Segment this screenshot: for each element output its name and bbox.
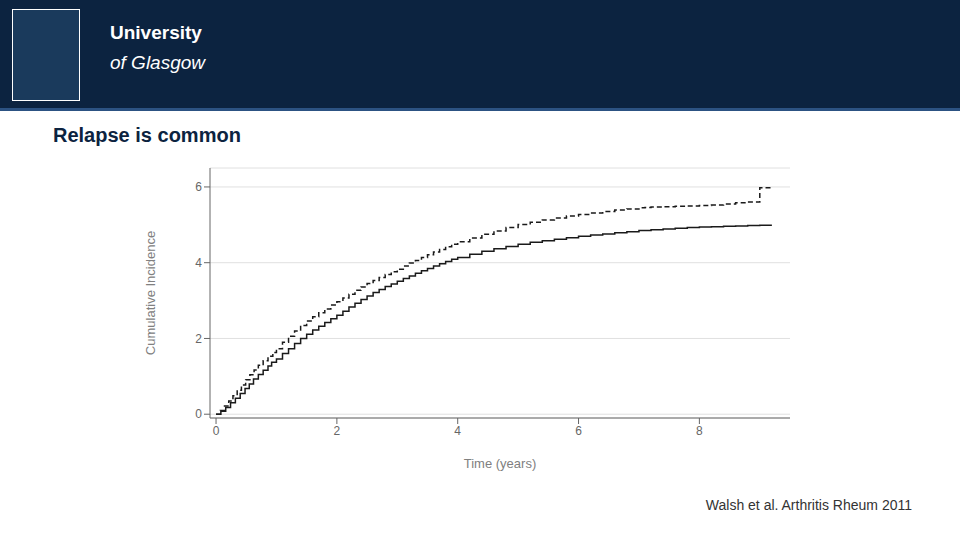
svg-text:4: 4 [454,424,461,438]
svg-text:8: 8 [696,424,703,438]
svg-text:Time (years): Time (years) [464,456,536,471]
svg-text:6: 6 [195,180,202,194]
svg-text:4: 4 [195,256,202,270]
html-text:University: University [110,22,202,43]
svg-text:2: 2 [334,424,341,438]
html-text:Walsh et al. Arthritis Rheum 2: Walsh et al. Arthritis Rheum 2011 [705,497,912,513]
svg-text:0: 0 [213,424,220,438]
svg-text:2: 2 [195,332,202,346]
svg-text:6: 6 [575,424,582,438]
html-text:Relapse is common: Relapse is common [53,124,241,146]
svg-text:Cumulative Incidence: Cumulative Incidence [143,231,158,355]
html-text:of Glasgow: of Glasgow [110,52,205,73]
svg-text:0: 0 [195,407,202,421]
